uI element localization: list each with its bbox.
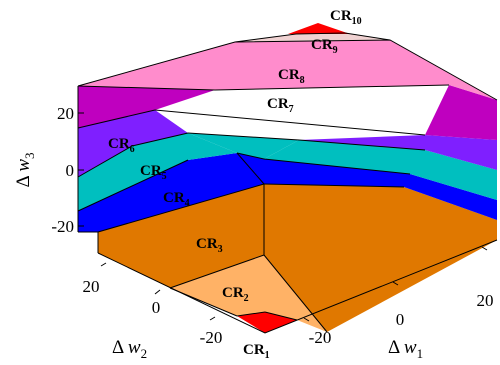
band-cr9	[235, 33, 390, 42]
w1-axis: -20 0 20 Δ w1	[309, 291, 494, 361]
tick-marks	[78, 112, 488, 322]
region-label-cr1: CR1	[243, 342, 270, 361]
region-label-cr4: CR4	[163, 190, 190, 209]
w3-axis-label: Δ w3	[13, 152, 37, 187]
w2-axis-label: Δ w2	[112, 337, 147, 361]
w3-tick-top: 20	[57, 104, 74, 123]
band-cr5-right	[264, 140, 497, 200]
band-cr4-right	[264, 159, 497, 220]
region-label-cr9: CR9	[311, 37, 338, 56]
band-cr5-left	[78, 133, 237, 211]
band-cr7-right	[425, 85, 497, 140]
band-cr10	[288, 23, 350, 34]
region-label-cr2: CR2	[222, 285, 249, 304]
region-label-cr10: CR10	[330, 8, 362, 27]
right-face	[264, 85, 497, 332]
band-cr3-left	[98, 184, 264, 288]
w1-tick-mid: 0	[396, 310, 405, 329]
band-cr8	[78, 40, 497, 100]
top-face	[78, 23, 497, 100]
w1-tick-right: 20	[477, 291, 494, 310]
w2-tick-left: 20	[83, 277, 100, 296]
region-label-cr8: CR8	[278, 67, 305, 86]
w2-tick-right: -20	[200, 328, 223, 347]
region-label-cr5: CR5	[140, 163, 167, 182]
region-label-cr3: CR3	[196, 236, 223, 255]
box-edges	[77, 32, 498, 334]
left-face	[78, 86, 299, 288]
region-label-cr7: CR7	[267, 96, 294, 115]
region-label-cr6: CR6	[108, 136, 135, 155]
w3-tick-mid: 0	[66, 161, 75, 180]
w2-axis: 20 0 -20 Δ w2	[83, 277, 223, 361]
region-labels: CR1 CR2 CR3 CR4 CR5 CR6 CR7 CR8 CR9 CR10	[108, 8, 362, 361]
band-cr1	[237, 312, 297, 333]
w1-tick-left: -20	[309, 328, 332, 347]
w3-axis: 20 0 -20 Δ w3	[13, 104, 74, 236]
band-cr4-left	[78, 153, 264, 232]
band-cr7-left	[78, 86, 215, 128]
band-cr3-right	[264, 184, 497, 332]
w2-tick-mid: 0	[152, 298, 161, 317]
band-cr6-left	[78, 110, 188, 177]
band-cr5-inner	[188, 133, 299, 159]
w1-axis-label: Δ w1	[388, 337, 423, 361]
w3-tick-bottom: -20	[51, 217, 74, 236]
